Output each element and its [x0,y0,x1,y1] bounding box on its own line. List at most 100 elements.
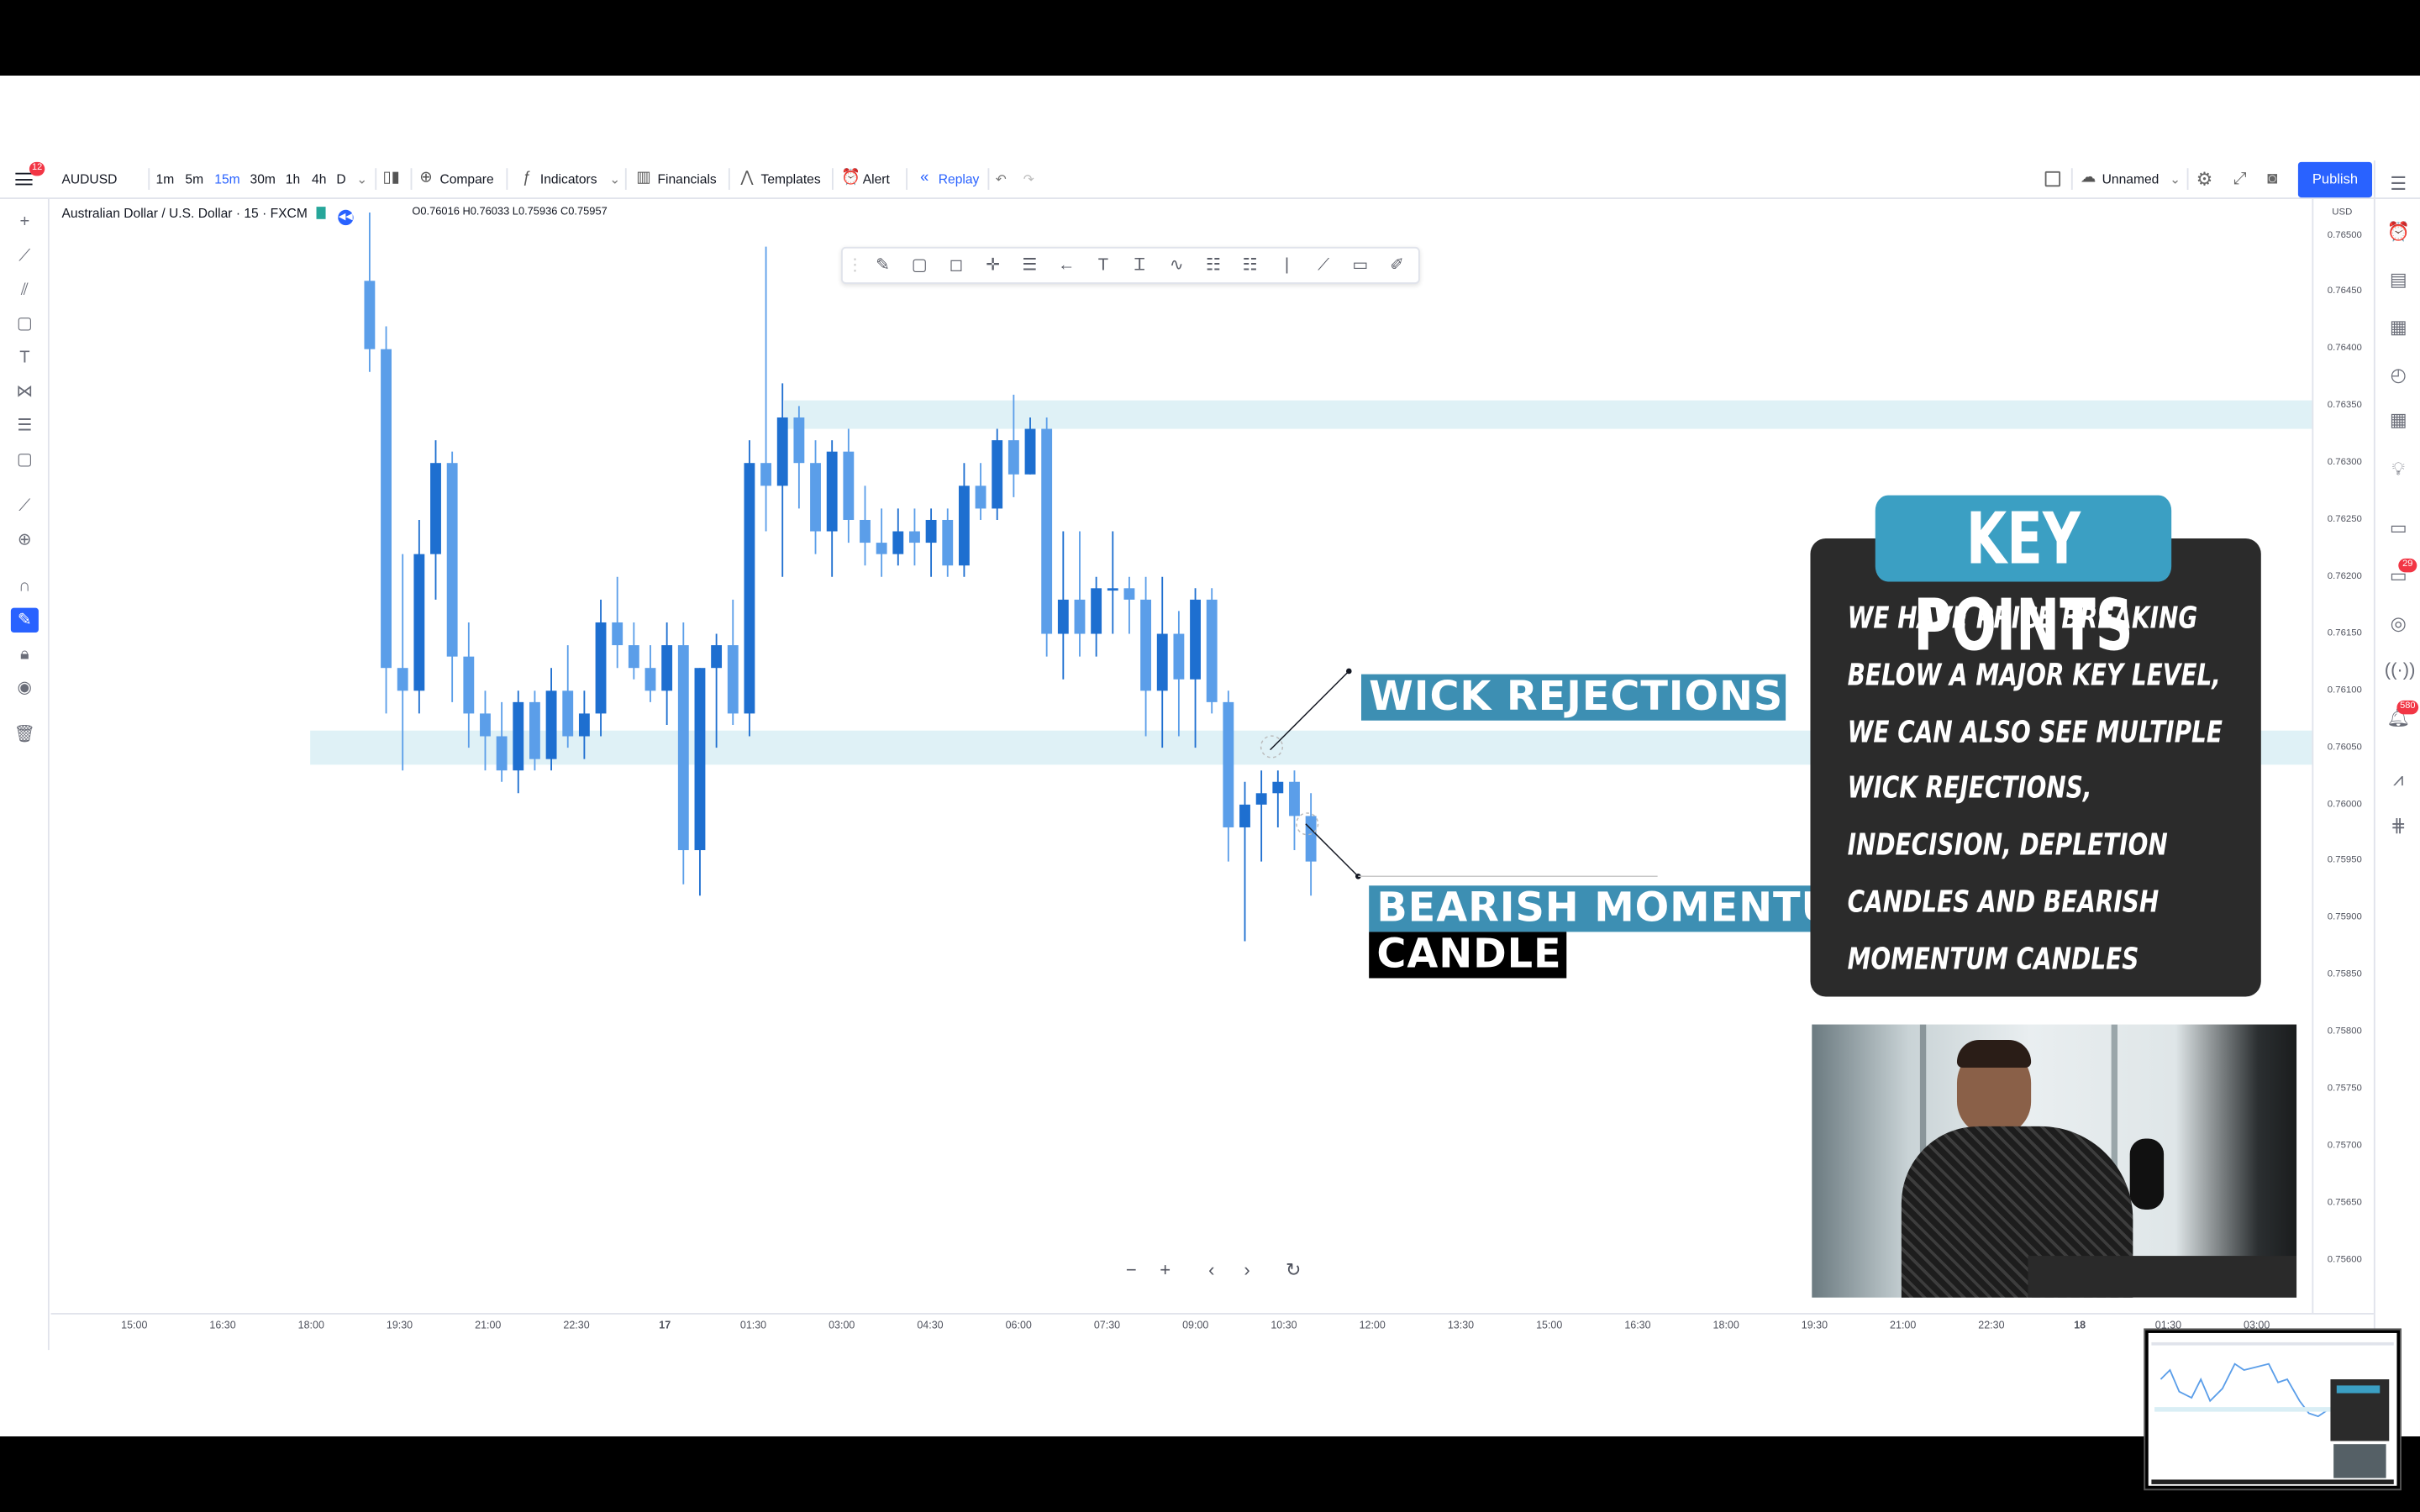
delete-tool[interactable]: 🗑︎ [11,722,39,747]
interval-5m[interactable]: 5m [185,171,204,187]
order-panel-button[interactable]: ⩘ [2385,765,2412,793]
comment-icon[interactable]: ▭ [1352,255,1369,275]
compare-button[interactable]: ⊕ Compare [418,166,493,191]
undo-button[interactable]: ↶ [995,170,1007,186]
callout-icon[interactable]: ◻ [949,255,964,275]
hotlists-button[interactable]: ▦ [2385,313,2412,341]
fib-tool[interactable]: ⫽ [11,278,39,302]
alerts-button[interactable]: ⏰ [2385,218,2412,245]
candle-body[interactable] [909,531,920,543]
candle-body[interactable] [711,645,723,669]
publish-button[interactable]: Publish [2297,161,2373,198]
fib-retracement-icon[interactable]: ☷ [1205,255,1222,275]
candle-body[interactable] [1140,599,1152,691]
fib-channel-icon[interactable]: ☷ [1242,255,1258,275]
candle-body[interactable] [1024,428,1036,475]
candle-body[interactable] [876,543,887,554]
candle-body[interactable] [793,417,805,464]
shapes-tool[interactable]: ▢ [11,312,39,336]
notifications-button[interactable]: 🔔︎ 580 [2385,700,2419,732]
layout-name-button[interactable]: ☁ Unnamed ⌄ [2081,166,2181,191]
candle-body[interactable] [612,622,623,646]
candle-body[interactable] [446,463,458,657]
interval-1m[interactable]: 1m [155,171,175,187]
streams-button[interactable]: ▭ 29 [2385,558,2417,590]
key-level-zone[interactable] [784,400,2312,429]
calendar-button[interactable]: ◴ [2385,361,2412,389]
candle-body[interactable] [397,668,408,691]
candle-body[interactable] [480,713,491,737]
candle-body[interactable] [975,486,986,509]
measure-tool[interactable]: ⟋ [11,494,39,518]
interval-15m[interactable]: 15m [214,171,240,187]
lock-tool[interactable]: 🔒︎ [11,642,39,666]
news-button[interactable]: ▦ [2385,406,2412,433]
candle-body[interactable] [1239,804,1250,827]
replay-indicator-icon[interactable]: ◀◀ [338,209,354,226]
candle-body[interactable] [1305,816,1317,862]
magnet-tool[interactable]: ∩ [11,574,39,598]
crosshair-icon[interactable]: ✛ [986,255,1001,275]
data-window-button[interactable]: ▤ [2385,265,2412,293]
candle-body[interactable] [1190,599,1201,680]
candle-body[interactable] [463,656,475,714]
help-button[interactable]: ◎ [2385,610,2412,638]
prediction-tool[interactable]: ☰ [11,413,39,438]
menu-button[interactable]: 12 [13,161,45,191]
interval-D[interactable]: D [336,171,346,187]
ideas-button[interactable]: 💡︎ [2385,455,2412,483]
candle-body[interactable] [1173,633,1185,680]
watchlist-button[interactable]: ☰ [2385,170,2412,197]
candle-body[interactable] [513,701,524,771]
candle-body[interactable] [644,668,656,691]
candle-body[interactable] [413,554,425,691]
candle-body[interactable] [1007,440,1019,475]
candle-body[interactable] [496,736,508,771]
arrow-handle[interactable] [1296,812,1319,836]
interval-4h[interactable]: 4h [312,171,327,187]
patterns-tool[interactable]: ⋈ [11,380,39,404]
candle-body[interactable] [562,690,574,737]
replay-button[interactable]: « Replay [917,166,979,191]
arrow-anchor[interactable] [1345,668,1352,675]
candle-body[interactable] [529,701,540,759]
interval-1h[interactable]: 1h [285,171,301,187]
rectangle-tool-icon[interactable]: ▢ [911,255,928,275]
chart-type-button[interactable]: ▯▮ [383,166,405,191]
scroll-right-button[interactable]: › [1244,1258,1250,1281]
indicators-button[interactable]: ƒ Indicators ⌄ [518,166,620,191]
chats-button[interactable]: ▭ [2385,514,2412,542]
zoom-in-button[interactable]: + [1160,1258,1171,1281]
drag-handle-icon[interactable]: ⋮ [846,255,864,275]
trendline-tool[interactable]: ⟋ [11,244,39,268]
templates-button[interactable]: ⋀ Templates [739,166,820,191]
candle-body[interactable] [1156,633,1168,691]
candle-body[interactable] [860,519,871,543]
candle-body[interactable] [595,622,607,714]
bearish-arrow-line[interactable] [1305,823,1359,877]
dom-button[interactable]: ⋕ [2385,811,2412,839]
alert-button[interactable]: ⏰ Alert [841,166,890,191]
candle-body[interactable] [958,486,970,566]
text-icon[interactable]: T [1097,255,1109,275]
candle-body[interactable] [942,519,954,566]
candle-body[interactable] [744,463,755,714]
candle-body[interactable] [826,451,838,532]
redo-button[interactable]: ↷ [1023,170,1034,186]
interval-dropdown[interactable]: ⌄ [356,166,367,191]
candle-body[interactable] [578,713,590,737]
candle-body[interactable] [925,519,937,543]
snapshot-button[interactable]: ◙ [2267,166,2277,191]
broadcast-button[interactable]: ((·)) [2385,656,2416,684]
wick-arrow-line[interactable] [1270,670,1349,751]
candle-body[interactable] [545,690,557,759]
trend-line-icon[interactable]: ⟋ [1318,255,1330,275]
layout-select-button[interactable] [2044,166,2061,191]
candle-body[interactable] [1091,588,1102,634]
candle-body[interactable] [1041,428,1053,634]
text-tool[interactable]: T [11,345,39,370]
zoom-out-button[interactable]: − [1125,1258,1137,1281]
interval-30m[interactable]: 30m [250,171,276,187]
candle-body[interactable] [1206,599,1218,702]
